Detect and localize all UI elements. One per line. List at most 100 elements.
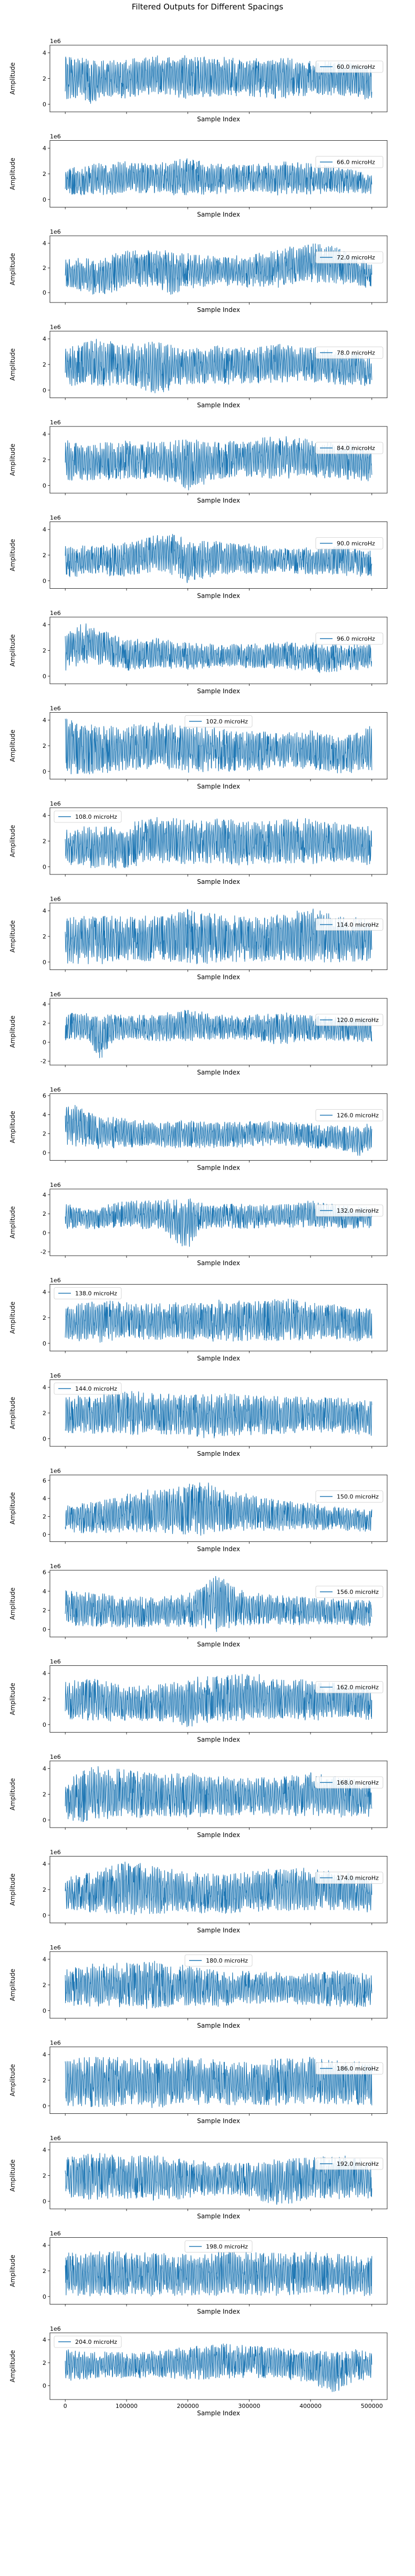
legend-label: 132.0 microHz: [337, 1207, 379, 1214]
y-offset-text: 1e6: [50, 2325, 61, 2332]
legend: 192.0 microHz: [315, 2157, 383, 2170]
y-axis-label: Amplitude: [9, 1016, 16, 1048]
x-axis-label: Sample Index: [197, 592, 240, 600]
y-tick-label: 4: [43, 1956, 46, 1963]
y-axis-label: Amplitude: [9, 1588, 16, 1620]
y-tick-label: 4: [43, 1192, 46, 1198]
legend: 66.0 microHz: [315, 156, 383, 168]
legend-label: 162.0 microHz: [337, 1684, 379, 1691]
legend-label: 126.0 microHz: [337, 1112, 379, 1119]
y-tick-label: 6: [43, 1569, 46, 1576]
y-offset-text: 1e6: [50, 38, 61, 45]
legend: 168.0 microHz: [315, 1776, 383, 1789]
y-tick-label: 2: [43, 1131, 46, 1138]
legend-label: 114.0 microHz: [337, 922, 379, 929]
legend-label: 90.0 microHz: [337, 540, 375, 547]
legend-box: [315, 1681, 383, 1693]
subplot-1800-microhz: 0 2 4 1e6 Amplitude Sample Index 180.0 microHz: [9, 1944, 388, 2029]
y-offset-text: 1e6: [50, 1087, 61, 1093]
y-tick-label: 2: [43, 1791, 46, 1798]
legend-box: [315, 347, 383, 359]
x-axis-label: Sample Index: [197, 2213, 240, 2220]
x-axis-label: Sample Index: [197, 1546, 240, 1553]
subplot-1920-microhz: 0 2 4 1e6 Amplitude Sample Index 192.0 microHz: [9, 2135, 388, 2220]
subplot-840-microhz: 0 2 4 1e6 Amplitude Sample Index 84.0 microHz: [9, 419, 388, 504]
legend-box: [315, 632, 383, 645]
legend-label: 180.0 microHz: [206, 1957, 248, 1964]
y-tick-label: 2: [43, 1886, 46, 1893]
series-line: [65, 2057, 372, 2108]
subplot-720-microhz: 0 2 4 1e6 Amplitude Sample Index 72.0 microHz: [9, 228, 388, 314]
legend-box: [184, 715, 253, 727]
axes-frame: [49, 1570, 388, 1638]
legend-label: 150.0 microHz: [337, 1494, 379, 1500]
y-tick-label: 4: [43, 1861, 46, 1868]
y-tick-label: 0: [43, 1626, 46, 1633]
subplot-1860-microhz: 0 2 4 1e6 Amplitude Sample Index 186.0 microHz: [9, 2040, 388, 2125]
y-tick-label: 2: [43, 361, 46, 368]
legend: 108.0 microHz: [54, 810, 122, 823]
y-tick-label: 4: [43, 240, 46, 247]
legend-box: [315, 2157, 383, 2170]
subplot-1260-microhz: 0 2 4 6 1e6 Amplitude Sample Index 126.0 microH…: [9, 1087, 388, 1172]
y-tick-label: 4: [43, 145, 46, 152]
x-axis-label: Sample Index: [197, 2308, 240, 2316]
legend: 84.0 microHz: [315, 442, 383, 454]
subplot-1140-microhz: 0 2 4 1e6 Amplitude Sample Index 114.0 microHz: [9, 896, 388, 981]
legend-label: 102.0 microHz: [206, 718, 248, 725]
y-offset-text: 1e6: [50, 2135, 61, 2142]
y-tick-label: 0: [43, 768, 46, 775]
y-tick-label: 2: [43, 1513, 46, 1520]
y-tick-label: 4: [43, 526, 46, 533]
x-axis-label: Sample Index: [197, 1355, 240, 1362]
x-axis-label: Sample Index: [197, 2410, 240, 2417]
legend-label: 72.0 microHz: [337, 254, 375, 261]
series-line: [65, 1009, 372, 1058]
y-tick-label: 4: [43, 1495, 46, 1502]
y-tick-label: 0: [43, 1912, 46, 1919]
series-line: [65, 718, 372, 775]
y-axis-label: Amplitude: [9, 2064, 16, 2097]
legend-box: [315, 1776, 383, 1789]
y-tick-label: 2: [43, 1982, 46, 1989]
y-tick-label: 0: [43, 2383, 46, 2390]
legend: 78.0 microHz: [315, 347, 383, 359]
legend-box: [315, 1586, 383, 1598]
y-tick-label: 0: [43, 2198, 46, 2205]
y-offset-text: 1e6: [50, 324, 61, 331]
subplot-1380-microhz: 0 2 4 1e6 Amplitude Sample Index 138.0 microHz: [9, 1277, 388, 1362]
x-axis-label: Sample Index: [197, 211, 240, 218]
legend: 90.0 microHz: [315, 537, 383, 549]
y-offset-text: 1e6: [50, 800, 61, 807]
y-axis-label: Amplitude: [9, 1111, 16, 1143]
subplot-1680-microhz: 0 2 4 1e6 Amplitude Sample Index 168.0 microHz: [9, 1754, 388, 1839]
y-offset-text: 1e6: [50, 1468, 61, 1475]
legend-box: [184, 1954, 253, 1967]
axes-frame: [49, 235, 388, 303]
y-tick-label: 4: [43, 50, 46, 57]
series-line: [65, 1482, 372, 1536]
x-axis-label: Sample Index: [197, 116, 240, 123]
series-line: [65, 1960, 372, 2009]
y-offset-text: 1e6: [50, 705, 61, 712]
y-axis-label: Amplitude: [9, 1492, 16, 1525]
y-axis-label: Amplitude: [9, 2350, 16, 2383]
legend-label: 198.0 microHz: [206, 2244, 248, 2250]
x-axis-label: Sample Index: [197, 1641, 240, 1648]
legend: 204.0 microHz: [54, 2335, 122, 2348]
legend: 156.0 microHz: [315, 1586, 383, 1598]
y-tick-label: 4: [43, 2051, 46, 2058]
y-tick-label: 2: [43, 933, 46, 940]
y-tick-label: 6: [43, 1092, 46, 1099]
x-axis-label: Sample Index: [197, 1450, 240, 1457]
y-tick-label: 4: [43, 431, 46, 438]
y-axis-label: Amplitude: [9, 1397, 16, 1430]
series-line: [65, 2343, 372, 2392]
legend: 186.0 microHz: [315, 2062, 383, 2074]
x-axis-label: Sample Index: [197, 878, 240, 885]
legend-label: 168.0 microHz: [337, 1779, 379, 1786]
legend-label: 186.0 microHz: [337, 2066, 379, 2072]
figure-title: Filtered Outputs for Different Spacings: [132, 2, 284, 12]
y-tick-label: 2: [43, 76, 46, 82]
series-line: [65, 1576, 372, 1632]
